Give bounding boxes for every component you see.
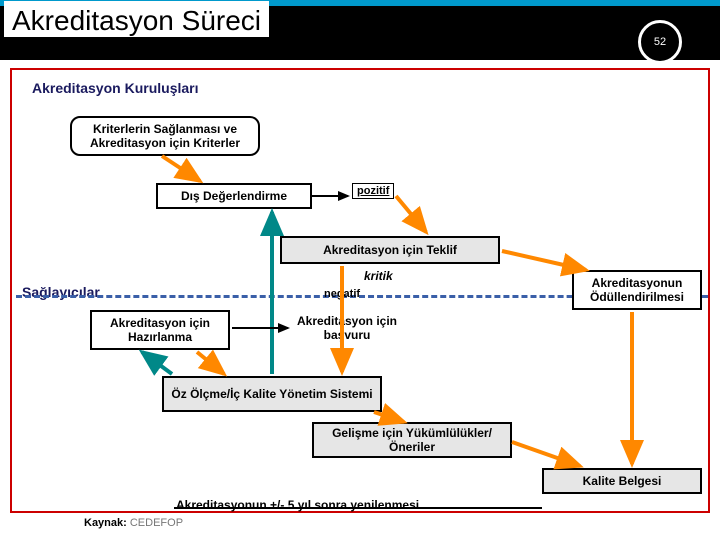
slide-title: Akreditasyon Süreci — [4, 1, 269, 37]
node-teklif: Akreditasyon için Teklif — [280, 236, 500, 264]
section-top-label: Akreditasyon Kuruluşları — [32, 80, 199, 96]
diagram-canvas: Akreditasyon Kuruluşları Sağlayıcılar Kr… — [10, 68, 710, 513]
source-citation: Kaynak: CEDEFOP — [84, 517, 183, 529]
node-kalite-belgesi: Kalite Belgesi — [542, 468, 702, 494]
label-renewal: Akreditasyonun +/- 5 yıl sonra yenilenme… — [176, 498, 419, 512]
node-gelisme: Gelişme için Yükümlülükler/Öneriler — [312, 422, 512, 458]
node-oz-olcme: Öz Ölçme/İç Kalite Yönetim Sistemi — [162, 376, 382, 412]
node-odul: Akreditasyonun Ödüllendirilmesi — [572, 270, 702, 310]
node-hazirlanma: Akreditasyon için Hazırlanma — [90, 310, 230, 350]
label-basvuru: Akreditasyon için başvuru — [292, 314, 402, 342]
slide-header: Akreditasyon Süreci 52 — [0, 0, 720, 60]
slide-number-badge: 52 — [638, 20, 682, 64]
node-dis-degerlendirme: Dış Değerlendirme — [156, 183, 312, 209]
label-kritik: kritik — [364, 269, 393, 283]
label-negatif: negatif — [324, 288, 360, 300]
label-pozitif: pozitif — [352, 183, 394, 199]
node-kriterler: Kriterlerin Sağlanması ve Akreditasyon i… — [70, 116, 260, 156]
